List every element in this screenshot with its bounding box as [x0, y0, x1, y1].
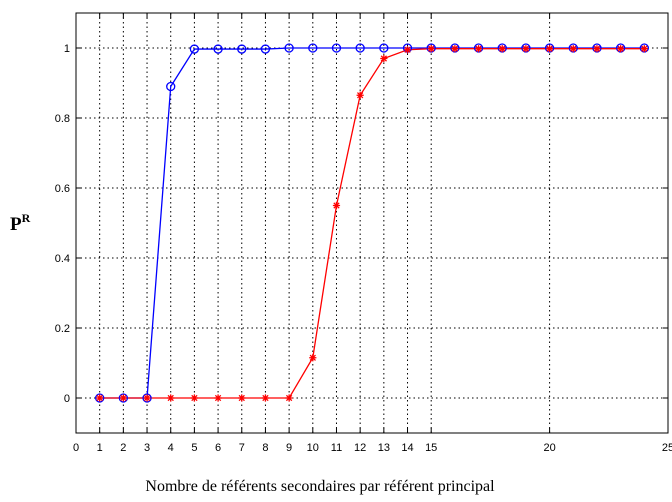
- star-marker: [238, 394, 246, 402]
- x-axis-label: Nombre de référents secondaires par réfé…: [145, 478, 495, 495]
- series-1-point: [355, 43, 365, 53]
- series-2-point: [427, 45, 435, 53]
- y-tick-label: 0.4: [55, 253, 70, 265]
- series-2-point: [356, 91, 364, 99]
- star-marker: [119, 394, 127, 402]
- x-tick-label: 1: [97, 442, 103, 454]
- series-markers: [95, 43, 649, 403]
- series-2-point: [96, 394, 104, 402]
- series-2-point: [261, 394, 270, 402]
- star-marker: [427, 45, 435, 53]
- series-1-point: [308, 43, 318, 53]
- plot-area-frame: [75, 12, 669, 434]
- star-marker: [261, 394, 270, 402]
- star-marker: [640, 45, 648, 53]
- series-1-point: [95, 393, 105, 403]
- series-2-point: [522, 45, 530, 53]
- x-tick-label: 10: [307, 442, 319, 454]
- star-marker: [569, 45, 577, 53]
- series-2-point: [167, 394, 175, 402]
- x-tick-label: 0: [73, 442, 79, 454]
- star-marker: [143, 394, 151, 402]
- star-marker: [451, 45, 459, 53]
- star-marker: [309, 354, 317, 362]
- x-tick-label: 3: [144, 442, 150, 454]
- x-tick-label: 8: [262, 442, 268, 454]
- star-marker: [214, 394, 222, 402]
- series-1-point: [118, 393, 129, 403]
- x-tick-label: 11: [331, 442, 342, 454]
- star-marker: [380, 54, 388, 63]
- series-1-point: [189, 44, 200, 54]
- y-tick-label: 0: [64, 393, 70, 405]
- y-tick-label: 1: [64, 43, 70, 55]
- y-tick-label: 0.8: [55, 113, 70, 125]
- series-1-point: [331, 43, 342, 53]
- star-marker: [593, 45, 601, 53]
- star-marker: [332, 201, 341, 210]
- series-1-point: [379, 43, 389, 53]
- series-1-point: [260, 44, 271, 54]
- series-2-point: [143, 394, 151, 402]
- series-1-line: [99, 47, 645, 399]
- series-2-point: [474, 45, 483, 53]
- y-axis-label: PR: [10, 211, 31, 235]
- x-tick-label: 13: [378, 442, 390, 454]
- star-marker: [356, 91, 364, 99]
- star-marker: [190, 394, 198, 402]
- series-2-line: [99, 48, 645, 399]
- x-tick-label: 12: [354, 442, 366, 454]
- star-marker: [474, 45, 483, 53]
- series-2-point: [214, 394, 222, 402]
- y-tick-labels: 0 0.2 0.4 0.6 0.8 1: [55, 43, 70, 405]
- series-1-point: [213, 44, 223, 54]
- series-2-point: [569, 45, 577, 53]
- series-1-point: [284, 43, 294, 53]
- star-marker: [522, 45, 530, 53]
- x-tick-labels: 0 1 2 3 4 5 6 7 8 9 10 11 12 13 14 15 20 25: [73, 442, 672, 454]
- series-2-point: [380, 54, 388, 63]
- star-marker: [403, 46, 412, 54]
- series-2-point: [498, 45, 506, 53]
- series-2-point: [640, 45, 648, 53]
- series-2-point: [546, 45, 554, 53]
- x-tick-label: 14: [401, 442, 413, 454]
- star-marker: [96, 394, 104, 402]
- x-tick-label: 20: [543, 442, 555, 454]
- x-tick-label: 6: [215, 442, 221, 454]
- x-tick-label: 2: [120, 442, 126, 454]
- series-2-point: [285, 394, 293, 402]
- series-1-point: [166, 81, 176, 92]
- series-1-point: [142, 393, 152, 403]
- star-marker: [285, 394, 293, 402]
- x-tick-label: 4: [168, 442, 174, 454]
- series-1-point: [237, 44, 247, 54]
- star-marker: [546, 45, 554, 53]
- y-axis-label-superscript: R: [22, 211, 31, 225]
- y-tick-label: 0.2: [55, 323, 70, 335]
- y-tick-label: 0.6: [55, 183, 70, 195]
- series-2-point: [119, 394, 127, 402]
- series-2-point: [403, 46, 412, 54]
- star-marker: [498, 45, 506, 53]
- y-axis-label-main: P: [10, 214, 22, 235]
- star-marker: [167, 394, 175, 402]
- x-tick-label: 15: [425, 442, 437, 454]
- star-marker: [617, 45, 625, 53]
- x-tick-label: 25: [662, 442, 672, 454]
- series-2-point: [190, 394, 198, 402]
- series-2-point: [309, 354, 317, 362]
- axis-ticks: [75, 13, 669, 433]
- series-2-point: [593, 45, 601, 53]
- series-lines: [99, 47, 645, 399]
- series-2-point: [617, 45, 625, 53]
- x-tick-label: 7: [239, 442, 245, 454]
- series-2-point: [238, 394, 246, 402]
- series-2-point: [451, 45, 459, 53]
- x-tick-label: 5: [191, 442, 197, 454]
- series-2-point: [332, 201, 341, 210]
- x-tick-label: 9: [286, 442, 292, 454]
